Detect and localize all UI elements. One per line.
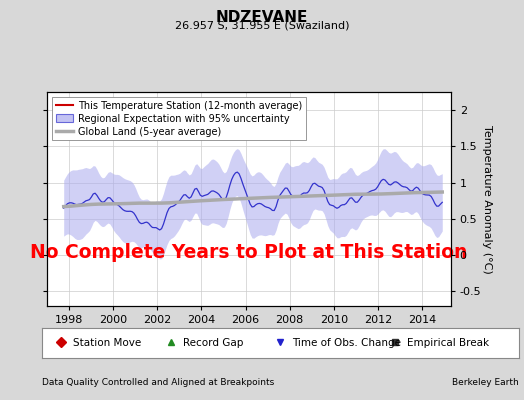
- Text: Station Move: Station Move: [73, 338, 141, 348]
- Text: 26.957 S, 31.955 E (Swaziland): 26.957 S, 31.955 E (Swaziland): [174, 20, 350, 30]
- Legend: This Temperature Station (12-month average), Regional Expectation with 95% uncer: This Temperature Station (12-month avera…: [52, 97, 307, 140]
- Text: Record Gap: Record Gap: [182, 338, 243, 348]
- Text: Berkeley Earth: Berkeley Earth: [452, 378, 519, 387]
- Text: Data Quality Controlled and Aligned at Breakpoints: Data Quality Controlled and Aligned at B…: [42, 378, 274, 387]
- Text: Empirical Break: Empirical Break: [407, 338, 489, 348]
- Text: NDZEVANE: NDZEVANE: [216, 10, 308, 25]
- Text: No Complete Years to Plot at This Station: No Complete Years to Plot at This Statio…: [30, 243, 467, 262]
- Text: Time of Obs. Change: Time of Obs. Change: [292, 338, 401, 348]
- Y-axis label: Temperature Anomaly (°C): Temperature Anomaly (°C): [483, 125, 493, 273]
